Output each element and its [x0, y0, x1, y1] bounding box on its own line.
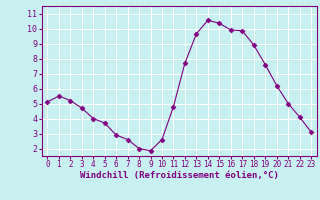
X-axis label: Windchill (Refroidissement éolien,°C): Windchill (Refroidissement éolien,°C) — [80, 171, 279, 180]
